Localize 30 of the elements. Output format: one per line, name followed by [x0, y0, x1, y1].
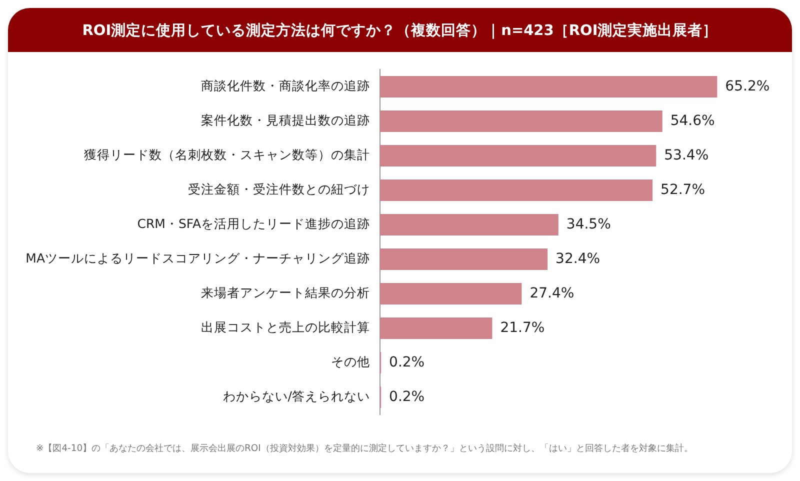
text: ※【図4-10】の「あなたの会社では、展示会出展のROI（投資対効果）を定量的に測定していますか？」という設問に対し、「はい」と回答した者を対象に集計。: [35, 442, 694, 455]
bar: [380, 180, 653, 201]
data-label: 34.5%: [566, 216, 611, 232]
data-label: 52.7%: [660, 182, 706, 198]
bar: [380, 283, 522, 304]
data-label: 54.6%: [670, 112, 715, 129]
chart-title: ROI測定に使用している測定方法は何ですか？（複数回答）｜n=423［ROI測定実施出展者］: [8, 8, 792, 52]
y-tick-label: 来場者アンケート結果の分析: [201, 285, 370, 300]
bar: [380, 214, 558, 236]
y-tick-label: その他: [331, 354, 370, 369]
bar: [380, 110, 662, 132]
y-tick-label: 獲得リード数（名刺枚数・スキャン数等）の集計: [84, 147, 370, 162]
y-tick-label: 出展コストと売上の比較計算: [201, 320, 370, 334]
y-tick-label: 受注金額・受注件数との紐づけ: [188, 182, 370, 196]
y-tick-label: 商談化件数・商談化率の追跡: [201, 78, 370, 93]
data-label: 53.4%: [664, 147, 709, 164]
y-tick-label: CRM・SFAを活用したリード進捗の追跡: [137, 216, 370, 231]
bar: [380, 248, 548, 270]
data-label: 32.4%: [556, 250, 600, 267]
data-label: 0.2%: [389, 354, 425, 370]
y-tick-label: 案件化数・見積提出数の追跡: [201, 112, 370, 128]
bar: [380, 145, 656, 166]
y-tick-label: わからない/答えられない: [222, 388, 370, 404]
data-label: 0.2%: [389, 388, 425, 405]
data-label: 27.4%: [530, 285, 574, 302]
bar: [380, 76, 718, 98]
data-label: 65.2%: [725, 78, 770, 94]
y-tick-label: MAツールによるリードスコアリング・ナーチャリング追跡: [26, 250, 370, 266]
bar: [380, 318, 492, 339]
data-label: 21.7%: [500, 320, 545, 336]
